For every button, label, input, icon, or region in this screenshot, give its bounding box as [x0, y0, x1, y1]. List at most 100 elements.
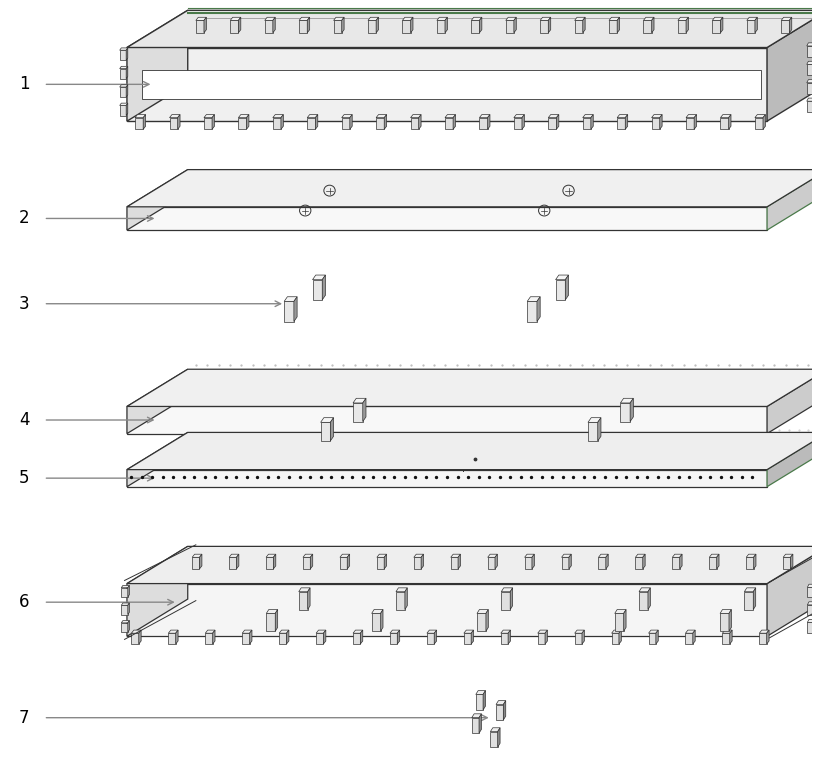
Polygon shape — [540, 20, 548, 33]
Polygon shape — [807, 602, 813, 605]
Polygon shape — [376, 114, 387, 117]
Polygon shape — [229, 554, 239, 557]
Polygon shape — [720, 613, 729, 631]
Polygon shape — [128, 585, 129, 597]
Polygon shape — [548, 117, 556, 129]
Polygon shape — [266, 554, 276, 557]
Polygon shape — [747, 17, 758, 20]
Polygon shape — [298, 592, 307, 609]
Polygon shape — [537, 630, 547, 633]
Polygon shape — [281, 114, 284, 129]
Polygon shape — [127, 470, 767, 487]
Polygon shape — [265, 17, 276, 20]
Polygon shape — [464, 633, 472, 644]
Polygon shape — [720, 117, 728, 129]
Polygon shape — [265, 20, 273, 33]
Polygon shape — [609, 20, 617, 33]
Polygon shape — [127, 406, 767, 433]
Polygon shape — [486, 609, 489, 631]
Polygon shape — [488, 557, 495, 569]
Polygon shape — [522, 114, 524, 129]
Polygon shape — [390, 633, 398, 644]
Polygon shape — [350, 114, 352, 129]
Polygon shape — [411, 17, 413, 33]
Polygon shape — [273, 114, 284, 117]
Polygon shape — [624, 609, 626, 631]
Polygon shape — [396, 588, 407, 592]
Polygon shape — [611, 633, 619, 644]
Polygon shape — [212, 114, 215, 129]
Polygon shape — [127, 433, 813, 470]
Polygon shape — [730, 630, 733, 644]
Polygon shape — [286, 630, 289, 644]
Text: 4: 4 — [19, 411, 29, 429]
Polygon shape — [341, 17, 344, 33]
Polygon shape — [588, 418, 601, 422]
Polygon shape — [723, 630, 733, 633]
Polygon shape — [759, 630, 769, 633]
Polygon shape — [548, 114, 559, 117]
Polygon shape — [204, 17, 207, 33]
Polygon shape — [372, 613, 380, 631]
Polygon shape — [508, 630, 511, 644]
Polygon shape — [411, 117, 419, 129]
Polygon shape — [575, 20, 583, 33]
Polygon shape — [372, 609, 383, 613]
Polygon shape — [128, 603, 129, 615]
Polygon shape — [340, 554, 350, 557]
Polygon shape — [453, 114, 455, 129]
Polygon shape — [385, 114, 387, 129]
Polygon shape — [445, 17, 447, 33]
Polygon shape — [458, 554, 460, 569]
Polygon shape — [464, 630, 474, 633]
Polygon shape — [437, 17, 447, 20]
Polygon shape — [480, 17, 482, 33]
Polygon shape — [127, 370, 813, 406]
Polygon shape — [496, 705, 503, 720]
Polygon shape — [678, 17, 689, 20]
Polygon shape — [324, 630, 326, 644]
Polygon shape — [720, 17, 723, 33]
Polygon shape — [307, 588, 310, 609]
Polygon shape — [651, 114, 662, 117]
Polygon shape — [121, 603, 129, 605]
Polygon shape — [575, 633, 582, 644]
Polygon shape — [583, 117, 591, 129]
Polygon shape — [127, 10, 188, 121]
Polygon shape — [781, 20, 789, 33]
Polygon shape — [322, 275, 325, 300]
Polygon shape — [686, 17, 689, 33]
Polygon shape — [121, 585, 129, 587]
Polygon shape — [127, 170, 813, 207]
Polygon shape — [135, 117, 143, 129]
Polygon shape — [781, 17, 792, 20]
Polygon shape — [754, 588, 756, 609]
Polygon shape — [333, 20, 341, 33]
Polygon shape — [135, 114, 146, 117]
Polygon shape — [196, 17, 207, 20]
Polygon shape — [398, 630, 400, 644]
Polygon shape — [445, 114, 455, 117]
Polygon shape — [755, 114, 765, 117]
Polygon shape — [591, 114, 593, 129]
Polygon shape — [565, 275, 568, 300]
Polygon shape — [488, 114, 490, 129]
Polygon shape — [672, 557, 680, 569]
Polygon shape — [807, 584, 813, 587]
Polygon shape — [176, 630, 178, 644]
Polygon shape — [488, 554, 498, 557]
Polygon shape — [693, 630, 695, 644]
Polygon shape — [767, 546, 813, 636]
Text: 1: 1 — [19, 75, 29, 93]
Polygon shape — [767, 433, 813, 487]
Polygon shape — [617, 114, 628, 117]
Polygon shape — [620, 398, 633, 403]
Polygon shape — [303, 557, 311, 569]
Polygon shape — [598, 554, 608, 557]
Polygon shape — [789, 17, 792, 33]
Polygon shape — [316, 630, 326, 633]
Polygon shape — [685, 630, 695, 633]
Polygon shape — [196, 20, 204, 33]
Polygon shape — [315, 114, 318, 129]
Polygon shape — [285, 301, 293, 321]
